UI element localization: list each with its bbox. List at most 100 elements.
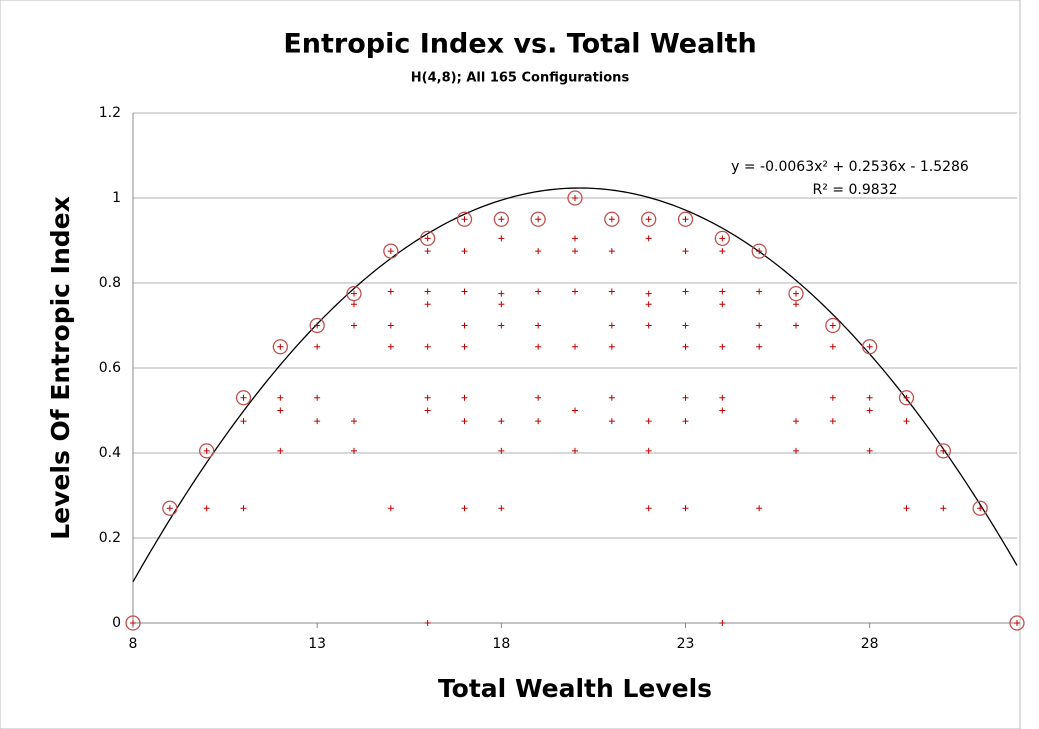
point-plus [977,505,984,512]
point-plus [829,394,836,401]
point-circle [714,230,730,247]
point-plus [314,418,321,425]
point-plus [608,343,615,350]
point-plus [645,447,652,454]
point-plus [719,620,726,626]
point-circle [309,317,325,334]
point-plus [645,301,652,308]
point-plus [682,394,689,401]
point-plus [498,301,505,308]
point-plus [682,505,689,512]
point-circle [1009,615,1025,631]
point-plus [424,235,431,242]
point-plus [424,301,431,308]
point-plus [645,216,652,223]
point-plus [793,290,799,297]
point-circle [972,500,988,516]
point-plus [166,505,173,512]
x-tick-label: 8 [129,636,138,652]
point-plus [793,447,799,454]
point-plus [866,447,873,454]
point-plus [498,418,505,425]
point-plus [608,288,615,295]
point-plus [203,505,210,512]
point-circle [125,615,141,631]
point-plus [535,418,542,425]
point-plus [829,418,836,425]
point-circle [788,285,804,302]
point-plus [572,195,578,201]
point-plus [940,447,947,454]
point-plus [498,505,505,512]
point-circle [420,230,436,247]
point-plus [793,322,799,329]
point-plus [461,343,468,350]
point-plus [535,216,542,223]
point-plus [719,407,726,414]
point-plus [461,394,468,401]
point-plus [756,248,763,255]
point-plus [277,407,284,414]
point-plus [866,407,873,414]
point-plus [387,343,394,350]
point-plus [240,505,247,512]
x-tick-label: 23 [677,636,695,652]
point-plus [277,343,284,350]
y-axis-label: Levels Of Entropic Index [46,196,75,540]
point-circle [272,339,288,355]
point-circle [199,443,215,459]
point-plus [608,216,615,223]
point-plus [719,235,726,242]
point-plus [756,343,763,350]
point-plus [719,248,726,255]
point-plus [756,288,763,295]
point-plus [314,322,321,329]
point-circle [162,500,178,516]
point-plus [645,322,652,329]
point-plus [682,216,689,223]
point-plus [387,248,394,255]
point-plus [351,290,357,297]
point-plus [608,418,615,425]
point-plus [608,248,615,255]
point-plus [572,407,578,414]
point-plus [572,235,578,242]
point-plus [829,322,836,329]
point-circle [862,339,878,355]
point-plus [461,216,468,223]
point-plus [572,343,578,350]
y-tick-label: 0.4 [99,445,121,461]
point-plus [461,322,468,329]
point-circle [493,211,509,227]
y-tick-label: 0.6 [99,360,121,376]
point-plus [756,505,763,512]
point-plus [719,394,726,401]
point-plus [535,248,542,255]
point-circle [825,317,841,334]
point-plus [719,288,726,295]
point-plus [719,301,726,308]
point-plus [351,447,357,454]
point-plus [498,235,505,242]
point-circle [641,211,657,227]
chart-title: Entropic Index vs. Total Wealth [283,29,756,60]
point-plus [351,301,357,308]
point-plus [314,343,321,350]
point-plus [719,343,726,350]
point-plus [572,288,578,295]
point-plus [535,288,542,295]
point-circle [567,190,583,206]
point-plus [351,322,357,329]
point-plus [424,248,431,255]
y-tick-label: 0 [112,615,121,631]
point-plus [793,301,799,308]
point-plus [535,322,542,329]
point-plus [314,394,321,401]
point-plus [535,343,542,350]
x-axis-label: Total Wealth Levels [438,674,712,703]
x-tick-label: 18 [492,636,510,652]
point-plus [645,290,652,297]
point-plus [682,248,689,255]
point-plus [387,322,394,329]
